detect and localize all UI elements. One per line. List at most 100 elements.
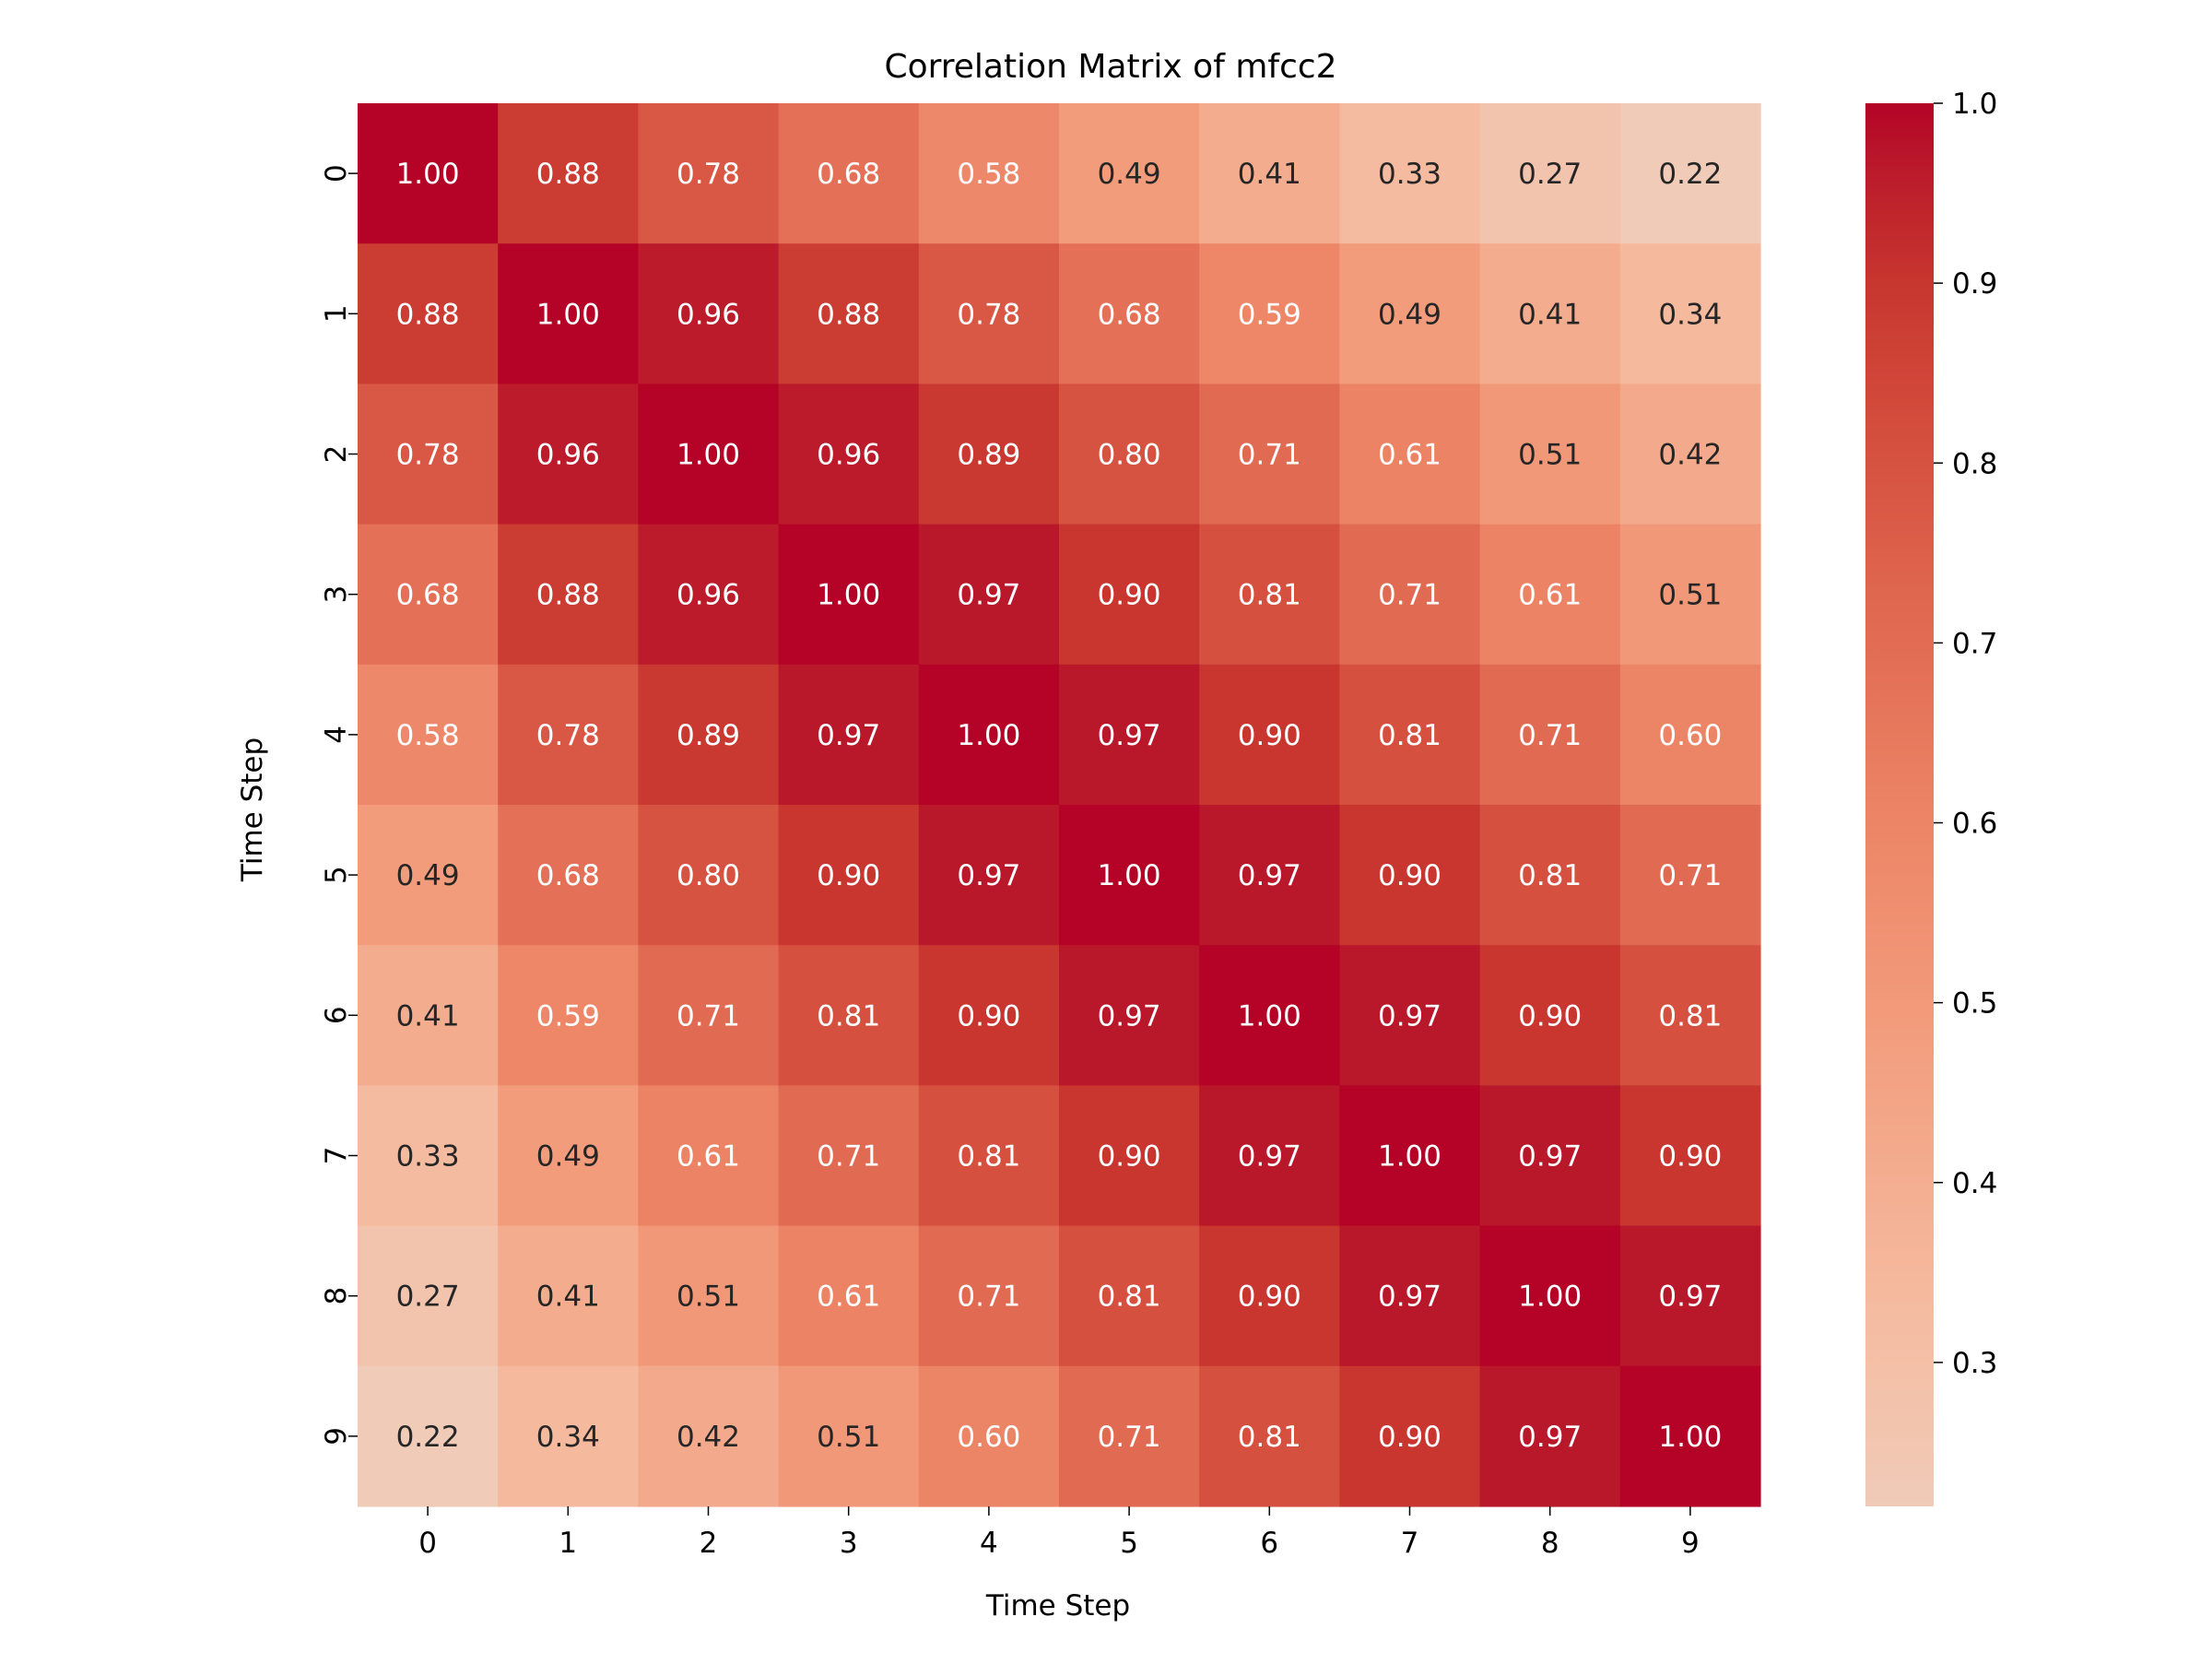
heatmap-cell xyxy=(498,103,639,244)
y-tick-label: 0 xyxy=(320,164,353,183)
x-tick-label: 8 xyxy=(1541,1527,1559,1560)
heatmap-cell xyxy=(1619,945,1761,1086)
colorbar-tick-label: 0.4 xyxy=(1952,1167,1997,1200)
heatmap-cell xyxy=(1339,1085,1481,1227)
cell-value-label: 0.78 xyxy=(396,439,460,472)
cell-value-label: 1.00 xyxy=(1518,1280,1582,1314)
colorbar-tick-label: 1.0 xyxy=(1952,88,1997,121)
heatmap-cell xyxy=(638,1085,780,1227)
x-tick-label: 0 xyxy=(418,1527,437,1560)
heatmap-cell xyxy=(778,103,920,244)
heatmap-cell xyxy=(1199,1365,1340,1507)
y-tick-label: 4 xyxy=(320,726,353,744)
chart-title: Correlation Matrix of mfcc2 xyxy=(884,48,1336,86)
cell-value-label: 0.68 xyxy=(536,859,600,892)
cell-value-label: 0.71 xyxy=(957,1280,1020,1314)
cell-value-label: 0.89 xyxy=(677,719,740,752)
cell-value-label: 0.97 xyxy=(1378,1280,1441,1314)
heatmap-cell xyxy=(1479,945,1621,1086)
heatmap-cell xyxy=(1199,1225,1340,1367)
colorbar-tick-label: 0.7 xyxy=(1952,627,1997,660)
x-tick-label: 3 xyxy=(840,1527,858,1560)
heatmap-cell xyxy=(358,1085,499,1227)
heatmap-cell xyxy=(918,1085,1060,1227)
cell-value-label: 0.97 xyxy=(817,719,880,752)
cell-value-label: 0.22 xyxy=(1658,158,1722,191)
heatmap-cell xyxy=(778,1225,920,1367)
colorbar-tick-label: 0.3 xyxy=(1952,1347,1997,1380)
cell-value-label: 0.88 xyxy=(396,298,460,331)
cell-value-label: 0.97 xyxy=(1518,1140,1582,1174)
heatmap-cell xyxy=(1619,1365,1761,1507)
x-tick-label: 4 xyxy=(980,1527,998,1560)
heatmap-cell xyxy=(1479,664,1621,806)
cell-value-label: 0.49 xyxy=(1098,158,1161,191)
x-tick-label: 7 xyxy=(1401,1527,1419,1560)
cell-value-label: 0.96 xyxy=(677,579,740,612)
y-tick-label: 6 xyxy=(320,1006,353,1024)
cell-value-label: 0.90 xyxy=(817,859,880,892)
cell-value-label: 0.81 xyxy=(1378,719,1441,752)
cell-value-label: 0.34 xyxy=(1658,298,1722,331)
heatmap-cell xyxy=(498,1365,639,1507)
heatmap-cell xyxy=(778,384,920,525)
heatmap-cell xyxy=(1619,805,1761,946)
heatmap-cell xyxy=(638,384,780,525)
cell-value-label: 0.97 xyxy=(1238,859,1301,892)
heatmap-cell xyxy=(498,805,639,946)
heatmap-cell xyxy=(1619,103,1761,244)
heatmap-cell xyxy=(778,1085,920,1227)
heatmap-cell xyxy=(918,243,1060,384)
heatmap-cell xyxy=(1199,103,1340,244)
heatmap-cell xyxy=(1199,384,1340,525)
heatmap-cell xyxy=(1339,1225,1481,1367)
cell-value-label: 0.61 xyxy=(1518,579,1582,612)
cell-value-label: 0.33 xyxy=(396,1140,460,1174)
heatmap-cell xyxy=(638,945,780,1086)
heatmap-cell xyxy=(1339,945,1481,1086)
cell-value-label: 0.33 xyxy=(1378,158,1441,191)
cell-value-label: 0.42 xyxy=(677,1421,740,1454)
cell-value-label: 0.88 xyxy=(536,579,600,612)
heatmap-cell xyxy=(1199,945,1340,1086)
cell-value-label: 0.58 xyxy=(396,719,460,752)
heatmap-cell xyxy=(778,524,920,666)
cell-value-label: 0.49 xyxy=(1378,298,1441,331)
y-tick-label: 7 xyxy=(320,1147,353,1165)
heatmap-cells xyxy=(358,103,1761,1507)
heatmap-cell xyxy=(1479,243,1621,384)
cell-value-label: 1.00 xyxy=(957,719,1020,752)
cell-value-label: 0.41 xyxy=(536,1280,600,1314)
cell-value-label: 0.71 xyxy=(1658,859,1722,892)
heatmap-cell xyxy=(1059,664,1200,806)
cell-value-label: 0.78 xyxy=(677,158,740,191)
y-tick-label: 3 xyxy=(320,585,353,604)
heatmap-cell xyxy=(1059,945,1200,1086)
heatmap-cell xyxy=(638,1225,780,1367)
heatmap-cell xyxy=(1339,805,1481,946)
colorbar-tick-label: 0.9 xyxy=(1952,267,1997,301)
cell-value-label: 0.49 xyxy=(536,1140,600,1174)
heatmap-cell xyxy=(638,805,780,946)
heatmap-cell xyxy=(638,1365,780,1507)
cell-value-label: 0.58 xyxy=(957,158,1020,191)
cell-value-label: 0.68 xyxy=(1098,298,1161,331)
heatmap-cell xyxy=(498,524,639,666)
x-axis-ticks: 0 1 2 3 4 5 6 7 8 9 xyxy=(418,1506,1700,1560)
cell-value-label: 0.34 xyxy=(536,1421,600,1454)
heatmap-cell xyxy=(1339,1365,1481,1507)
heatmap-cell xyxy=(918,103,1060,244)
heatmap-cell xyxy=(1059,1365,1200,1507)
colorbar-ticks: 0.3 0.4 0.5 0.6 0.7 0.8 0.9 1.0 xyxy=(1934,88,1997,1380)
cell-value-label: 0.51 xyxy=(677,1280,740,1314)
cell-value-label: 0.41 xyxy=(396,999,460,1033)
heatmap-cell xyxy=(498,945,639,1086)
x-tick-label: 6 xyxy=(1260,1527,1278,1560)
heatmap-cell xyxy=(1339,524,1481,666)
heatmap-cell xyxy=(1059,805,1200,946)
heatmap-cell xyxy=(778,805,920,946)
heatmap-cell xyxy=(358,945,499,1086)
cell-value-label: 0.60 xyxy=(1658,719,1722,752)
cell-value-label: 0.97 xyxy=(1238,1140,1301,1174)
